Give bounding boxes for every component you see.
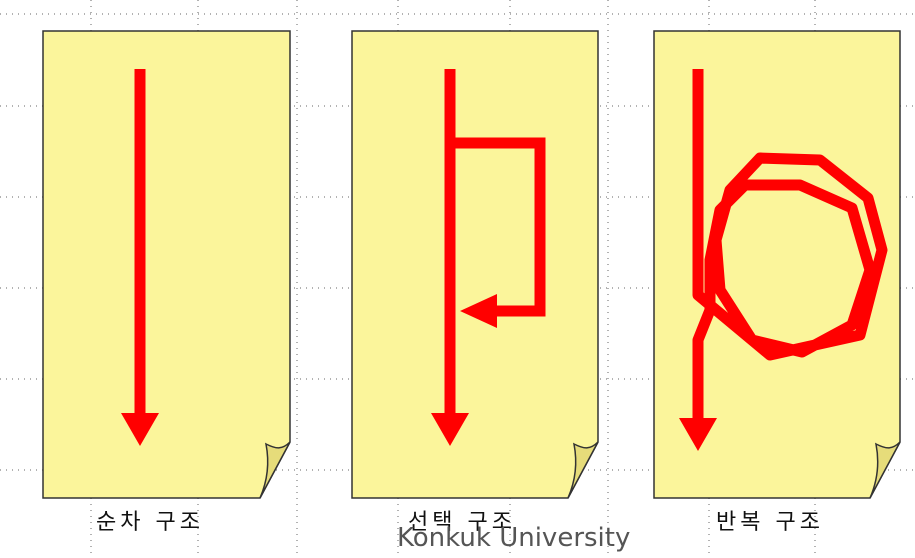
footer-university: Konkuk University [397, 523, 631, 553]
panel-sequence [42, 30, 291, 499]
flow-arrow [431, 69, 469, 446]
page-curl [259, 441, 291, 499]
page-curl [567, 441, 599, 499]
flow-arrow [121, 69, 159, 446]
branch-arrow [450, 137, 546, 328]
page-curl [869, 441, 901, 499]
page-sheet [351, 30, 599, 499]
caption-sequence: 순차 구조 [96, 510, 204, 535]
panel-repetition [653, 30, 901, 499]
caption-selection: 선택 구조 [408, 510, 516, 535]
caption-repetition: 반복 구조 [716, 510, 824, 535]
panel-selection [351, 30, 599, 499]
loop-arrow [679, 69, 888, 451]
page-sheet [42, 30, 291, 499]
